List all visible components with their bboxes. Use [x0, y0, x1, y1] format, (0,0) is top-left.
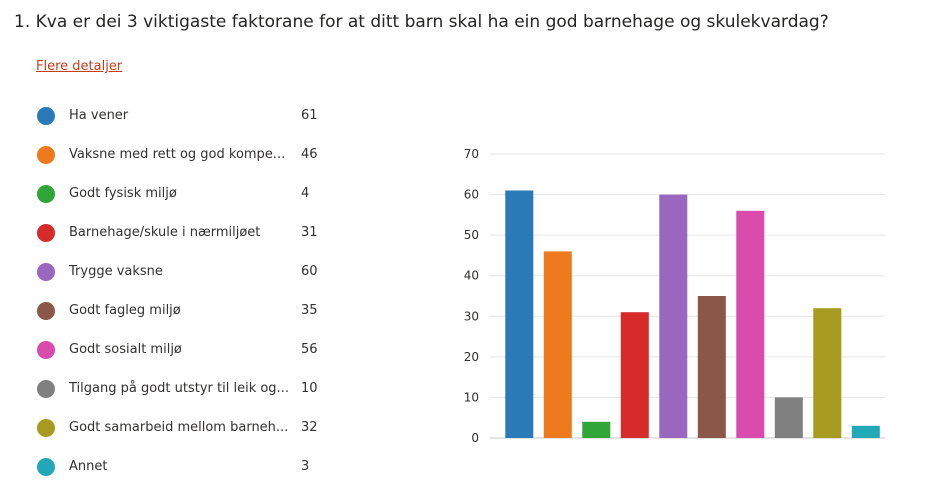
chart-bar[interactable] — [813, 308, 842, 438]
legend-color-dot-icon — [37, 458, 55, 476]
chart-bar[interactable] — [851, 425, 880, 438]
legend-item: Godt sosialt miljø 56 — [37, 340, 337, 379]
legend-color-dot-icon — [37, 224, 55, 242]
legend-label: Annet — [69, 459, 108, 474]
legend-count: 31 — [301, 225, 318, 240]
chart-bar[interactable] — [582, 421, 611, 438]
legend-count: 56 — [301, 342, 318, 357]
chart-bar[interactable] — [697, 296, 726, 438]
legend-color-dot-icon — [37, 107, 55, 125]
legend-label: Vaksne med rett og god kompe... — [69, 147, 286, 162]
chart-bar[interactable] — [620, 312, 649, 438]
legend-color-dot-icon — [37, 263, 55, 281]
legend-count: 4 — [301, 186, 310, 201]
legend-color-dot-icon — [37, 341, 55, 359]
legend-item: Barnehage/skule i nærmiljøet 31 — [37, 223, 337, 262]
question-title: 1. Kva er dei 3 viktigaste faktorane for… — [14, 12, 829, 32]
chart-bar[interactable] — [774, 397, 803, 438]
y-axis-ticks: 0 10 20 30 40 50 60 70 — [464, 147, 479, 445]
legend-item: Godt fagleg miljø 35 — [37, 301, 337, 340]
legend-color-dot-icon — [37, 185, 55, 203]
chart-legend: Ha vener 61 Vaksne med rett og god kompe..… — [37, 106, 337, 496]
chart-bar[interactable] — [736, 210, 765, 438]
legend-label: Godt fagleg miljø — [69, 303, 181, 318]
chart-bar[interactable] — [659, 194, 688, 438]
chart-bars — [505, 190, 880, 439]
legend-color-dot-icon — [37, 380, 55, 398]
y-tick-label: 0 — [471, 431, 479, 445]
legend-label: Trygge vaksne — [69, 264, 163, 279]
legend-item: Trygge vaksne 60 — [37, 262, 337, 301]
legend-count: 61 — [301, 108, 318, 123]
legend-item: Annet 3 — [37, 457, 337, 496]
legend-count: 32 — [301, 420, 318, 435]
legend-color-dot-icon — [37, 302, 55, 320]
chart-bar[interactable] — [505, 190, 534, 439]
legend-item: Ha vener 61 — [37, 106, 337, 145]
y-tick-label: 70 — [464, 147, 479, 161]
y-tick-label: 40 — [464, 269, 479, 283]
legend-item: Godt samarbeid mellom barneh... 32 — [37, 418, 337, 457]
y-tick-label: 20 — [464, 350, 479, 364]
legend-label: Godt sosialt miljø — [69, 342, 182, 357]
legend-count: 35 — [301, 303, 318, 318]
legend-item: Vaksne med rett og god kompe... 46 — [37, 145, 337, 184]
legend-count: 10 — [301, 381, 318, 396]
more-details-link[interactable]: Flere detaljer — [36, 59, 123, 74]
legend-label: Tilgang på godt utstyr til leik og... — [69, 381, 289, 396]
legend-label: Barnehage/skule i nærmiljøet — [69, 225, 261, 240]
chart-bar[interactable] — [543, 251, 572, 438]
legend-label: Godt fysisk miljø — [69, 186, 177, 201]
legend-label: Ha vener — [69, 108, 129, 123]
legend-count: 60 — [301, 264, 318, 279]
legend-color-dot-icon — [37, 146, 55, 164]
legend-item: Godt fysisk miljø 4 — [37, 184, 337, 223]
legend-count: 3 — [301, 459, 310, 474]
y-tick-label: 30 — [464, 309, 479, 323]
y-tick-label: 10 — [464, 390, 479, 404]
question-text: Kva er dei 3 viktigaste faktorane for at… — [35, 12, 829, 32]
y-tick-label: 50 — [464, 228, 479, 242]
legend-item: Tilgang på godt utstyr til leik og... 10 — [37, 379, 337, 418]
legend-count: 46 — [301, 147, 318, 162]
legend-color-dot-icon — [37, 419, 55, 437]
bar-chart: 0 10 20 30 40 50 60 70 — [464, 147, 885, 445]
question-number: 1. — [14, 12, 31, 32]
y-tick-label: 60 — [464, 188, 479, 202]
legend-label: Godt samarbeid mellom barneh... — [69, 420, 289, 435]
